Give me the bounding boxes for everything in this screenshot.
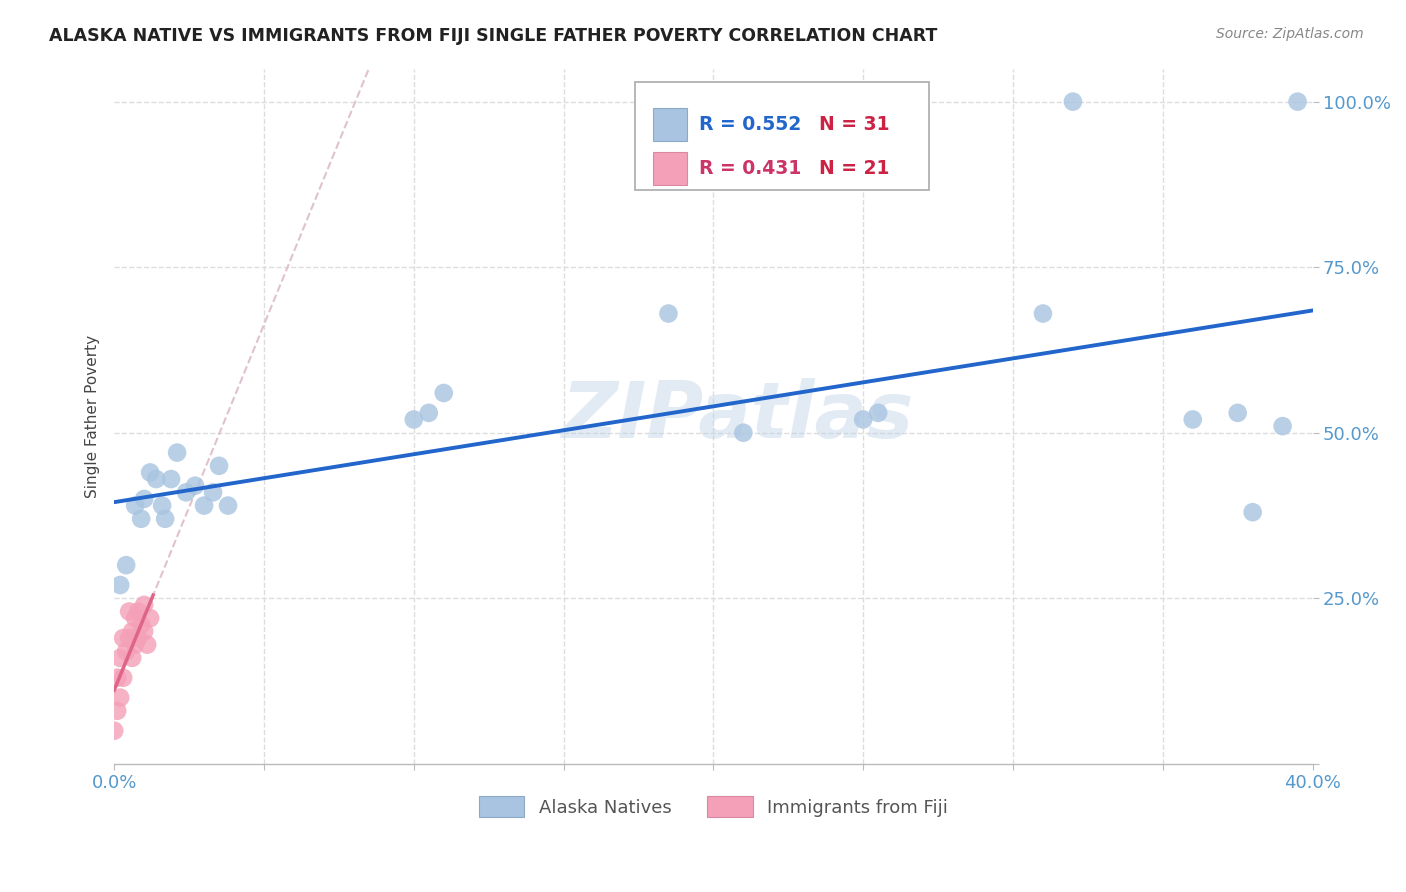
FancyBboxPatch shape [654,108,688,141]
Point [208,458,231,473]
Point [112,631,135,645]
Point [657,306,679,320]
Text: N = 31: N = 31 [818,115,890,134]
Y-axis label: Single Father Poverty: Single Father Poverty [86,334,100,498]
Point [105,704,128,718]
Text: R = 0.431: R = 0.431 [699,159,801,178]
Text: Source: ZipAtlas.com: Source: ZipAtlas.com [1216,27,1364,41]
Point [134,624,156,639]
Point [868,406,890,420]
Point [139,466,162,480]
Point [733,425,755,440]
Point [108,651,131,665]
Point [160,472,183,486]
Point [127,605,149,619]
Point [121,624,143,639]
Point [129,512,152,526]
Point [150,499,173,513]
Point [139,611,162,625]
Point [166,445,188,459]
Point [136,638,159,652]
Point [112,671,135,685]
Legend: Alaska Natives, Immigrants from Fiji: Alaska Natives, Immigrants from Fiji [471,789,955,824]
Point [217,499,239,513]
Point [184,479,207,493]
Point [1062,95,1084,109]
Point [1181,412,1204,426]
Text: R = 0.552: R = 0.552 [699,115,801,134]
Point [115,644,138,658]
Point [115,558,138,573]
Point [418,406,440,420]
Point [193,499,215,513]
Text: N = 21: N = 21 [818,159,889,178]
Point [127,631,149,645]
Point [124,611,146,625]
Point [129,617,152,632]
Point [103,723,125,738]
Point [1286,95,1309,109]
Point [153,512,176,526]
Point [118,605,141,619]
FancyBboxPatch shape [654,152,688,186]
Point [145,472,167,486]
Text: ALASKA NATIVE VS IMMIGRANTS FROM FIJI SINGLE FATHER POVERTY CORRELATION CHART: ALASKA NATIVE VS IMMIGRANTS FROM FIJI SI… [49,27,938,45]
Point [108,578,131,592]
Point [852,412,875,426]
Point [121,651,143,665]
Point [174,485,197,500]
Point [402,412,425,426]
FancyBboxPatch shape [636,82,929,190]
Point [124,638,146,652]
Point [134,598,156,612]
Point [108,690,131,705]
Point [105,671,128,685]
Point [1032,306,1054,320]
Point [1271,419,1294,434]
Text: ZIPatlas: ZIPatlas [561,378,914,454]
Point [134,491,156,506]
Point [1226,406,1249,420]
Point [202,485,225,500]
Point [124,499,146,513]
Point [1241,505,1264,519]
Point [118,631,141,645]
Point [433,386,456,401]
